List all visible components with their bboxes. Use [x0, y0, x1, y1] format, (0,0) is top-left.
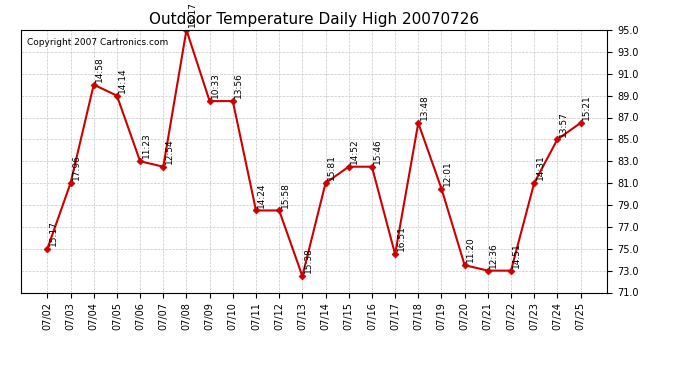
Text: 11:20: 11:20: [466, 237, 475, 262]
Text: 14:51: 14:51: [513, 242, 522, 268]
Text: 13:48: 13:48: [420, 94, 428, 120]
Text: 16:51: 16:51: [397, 226, 406, 252]
Text: 15:17: 15:17: [188, 2, 197, 27]
Text: 11:23: 11:23: [141, 133, 150, 159]
Text: 14:31: 14:31: [535, 154, 544, 180]
Text: 15:46: 15:46: [373, 138, 382, 164]
Text: 13:57: 13:57: [559, 111, 568, 136]
Text: 15:38: 15:38: [304, 248, 313, 273]
Text: 13:56: 13:56: [234, 72, 243, 98]
Text: 17:96: 17:96: [72, 154, 81, 180]
Title: Outdoor Temperature Daily High 20070726: Outdoor Temperature Daily High 20070726: [149, 12, 479, 27]
Text: 10:33: 10:33: [211, 72, 220, 98]
Text: 12:36: 12:36: [489, 242, 498, 268]
Text: 15:58: 15:58: [281, 182, 290, 208]
Text: 15:21: 15:21: [582, 94, 591, 120]
Text: 14:24: 14:24: [257, 182, 266, 208]
Text: 15:81: 15:81: [327, 154, 336, 180]
Text: 14:58: 14:58: [95, 56, 104, 82]
Text: 12:01: 12:01: [443, 160, 452, 186]
Text: 15:17: 15:17: [49, 220, 58, 246]
Text: 12:54: 12:54: [165, 138, 174, 164]
Text: 14:14: 14:14: [118, 67, 127, 93]
Text: Copyright 2007 Cartronics.com: Copyright 2007 Cartronics.com: [26, 38, 168, 47]
Text: 14:52: 14:52: [350, 138, 359, 164]
